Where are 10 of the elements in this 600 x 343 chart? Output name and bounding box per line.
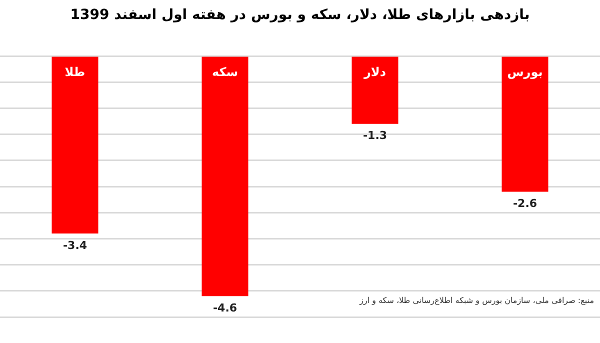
data-label: -2.6: [512, 197, 538, 210]
x-tick-label: طلا: [64, 64, 86, 79]
data-label: -3.4: [62, 238, 88, 252]
x-tick-label: سکه: [212, 64, 238, 79]
x-tick-label: بورس: [507, 64, 543, 79]
data-label: -4.6: [212, 301, 238, 314]
chart-title: بازدهی بازارهای طلا، دلار، سکه و بورس در هفته اول اسفند 1399: [69, 6, 531, 25]
data-label: -1.3: [362, 129, 388, 142]
annotation: منبع: صرافی ملی، سازمان بورس و شبکه اطلاع‌رسانی طلا، سکه و ارز: [358, 296, 594, 306]
x-tick-label: دلار: [362, 64, 386, 79]
